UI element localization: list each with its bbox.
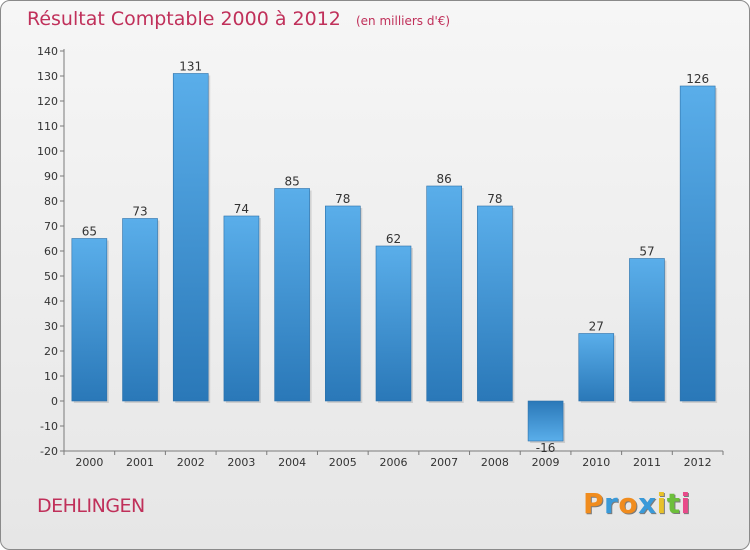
value-label: 126	[686, 72, 709, 86]
x-tick-label: 2005	[329, 456, 357, 469]
bar-2003	[223, 215, 260, 402]
value-label: 65	[82, 225, 97, 239]
value-label: 78	[335, 192, 350, 206]
bar-2004	[274, 188, 310, 402]
value-label: 85	[284, 175, 299, 189]
x-tick-label: 2002	[177, 456, 205, 469]
x-tick-label: 2000	[75, 456, 103, 469]
x-tick-label: 2008	[481, 456, 509, 469]
chart-subtitle: (en milliers d'€)	[355, 14, 451, 28]
y-tick-label: 50	[44, 270, 58, 283]
bar-2001	[122, 218, 158, 402]
bar-2005	[325, 205, 361, 402]
value-label: 62	[386, 232, 401, 246]
y-tick-label: 30	[44, 320, 58, 333]
y-tick-label: 90	[44, 170, 58, 183]
y-tick-label: 100	[37, 145, 58, 158]
y-tick-label: 110	[37, 120, 58, 133]
value-label: 57	[639, 245, 654, 259]
chart-title: Résultat Comptable 2000 à 2012	[27, 8, 341, 30]
value-label: 131	[179, 60, 202, 74]
x-tick-label: 2006	[380, 456, 408, 469]
x-tick-label: 2012	[684, 456, 712, 469]
y-tick-label: 0	[51, 395, 58, 408]
value-label: 78	[487, 192, 502, 206]
logo-letter: i	[680, 487, 691, 520]
value-label: 74	[234, 202, 249, 216]
x-tick-label: 2010	[582, 456, 610, 469]
logo-letter: t	[666, 487, 681, 520]
y-tick-label: -10	[40, 420, 58, 433]
y-tick-label: 130	[37, 70, 58, 83]
x-tick-label: 2007	[430, 456, 458, 469]
value-label: 73	[132, 205, 147, 219]
logo-letter: x	[638, 487, 657, 520]
bar-2002	[172, 73, 209, 402]
bar-2012	[679, 85, 716, 402]
title-row: Résultat Comptable 2000 à 2012 (en milli…	[27, 8, 450, 30]
bars-layer	[71, 73, 718, 443]
value-label: -16	[536, 441, 556, 455]
bar-2009	[527, 400, 564, 442]
y-tick-label: -20	[40, 445, 58, 458]
y-tick-label: 120	[37, 95, 58, 108]
bar-2006	[375, 245, 412, 402]
bar-2007	[426, 185, 462, 402]
logo-letter: o	[618, 487, 639, 520]
y-tick-label: 80	[44, 195, 58, 208]
bar-2008	[477, 205, 513, 402]
logo-letter: r	[604, 487, 619, 520]
x-tick-label: 2009	[532, 456, 560, 469]
y-tick-label: 60	[44, 245, 58, 258]
y-tick-label: 10	[44, 370, 58, 383]
proxiti-logo: Proxiti	[583, 487, 691, 520]
x-tick-label: 2003	[227, 456, 255, 469]
commune-name: DEHLINGEN	[37, 495, 145, 517]
labels-layer: 2000 65 2001 73 2002 131 2003 74 2004 85 2005 78 200…	[75, 60, 711, 470]
y-tick-label: 20	[44, 345, 58, 358]
value-label: 86	[437, 172, 452, 186]
logo-letter: P	[583, 487, 605, 520]
x-tick-label: 2011	[633, 456, 661, 469]
value-label: 27	[589, 320, 604, 334]
bar-2011	[629, 258, 665, 402]
x-tick-label: 2001	[126, 456, 154, 469]
y-tick-label: 40	[44, 295, 58, 308]
logo-letter: i	[656, 487, 667, 520]
bar-2010	[578, 333, 615, 402]
y-tick-label: 70	[44, 220, 58, 233]
y-tick-label: 140	[37, 45, 58, 58]
bar-2000	[71, 238, 108, 402]
x-tick-label: 2004	[278, 456, 306, 469]
